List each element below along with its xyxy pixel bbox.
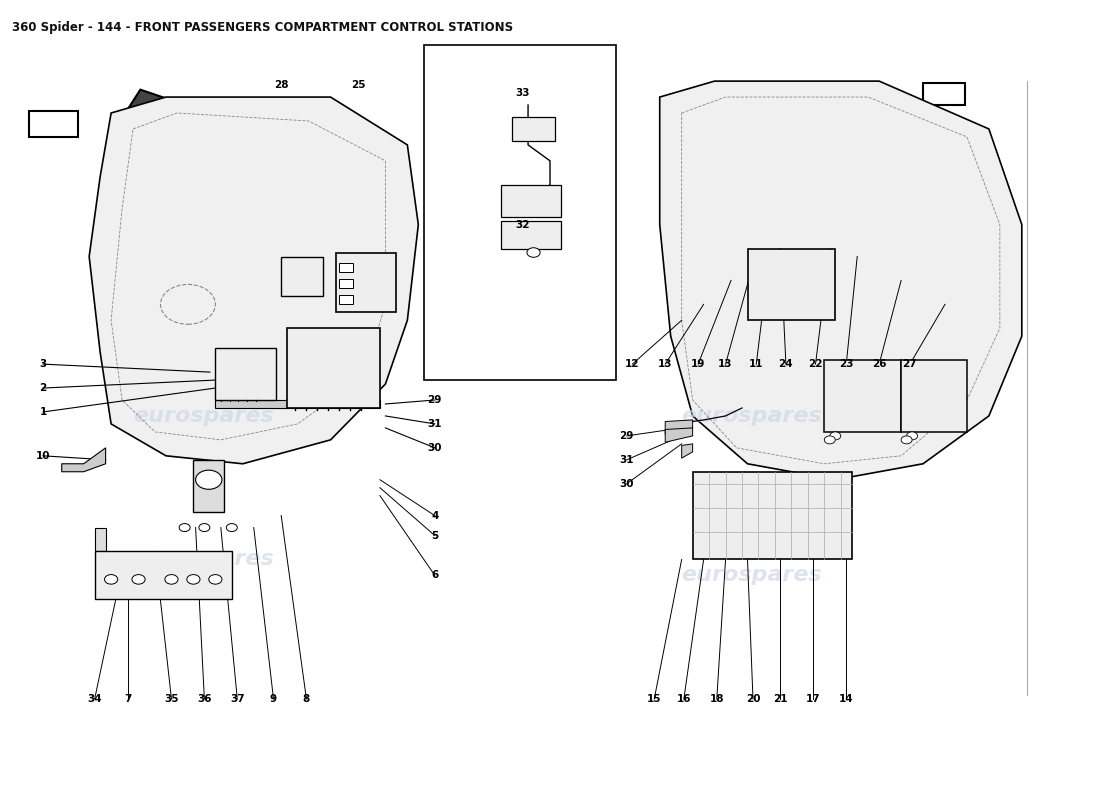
Text: 10: 10	[36, 451, 51, 461]
FancyBboxPatch shape	[824, 360, 901, 432]
Bar	[339, 294, 352, 304]
FancyBboxPatch shape	[216, 348, 276, 400]
Text: 3: 3	[40, 359, 46, 369]
Text: 8: 8	[302, 694, 310, 704]
Text: 5: 5	[431, 530, 439, 541]
Polygon shape	[125, 90, 228, 133]
Polygon shape	[29, 111, 78, 137]
Polygon shape	[755, 89, 860, 125]
Text: 30: 30	[619, 478, 634, 489]
FancyBboxPatch shape	[287, 328, 380, 408]
Text: 30: 30	[428, 443, 442, 453]
Polygon shape	[95, 527, 106, 551]
Polygon shape	[493, 73, 565, 114]
FancyBboxPatch shape	[194, 460, 224, 512]
Circle shape	[104, 574, 118, 584]
Polygon shape	[89, 97, 418, 464]
Text: 22: 22	[808, 359, 823, 369]
Circle shape	[527, 248, 540, 258]
Text: 12: 12	[625, 359, 639, 369]
Polygon shape	[62, 448, 106, 472]
FancyBboxPatch shape	[500, 221, 561, 249]
FancyBboxPatch shape	[500, 185, 561, 217]
Polygon shape	[666, 428, 693, 442]
Text: 25: 25	[351, 80, 365, 90]
FancyBboxPatch shape	[282, 257, 323, 296]
Text: 36: 36	[197, 694, 211, 704]
Text: 26: 26	[872, 359, 887, 369]
Text: 2: 2	[40, 383, 46, 393]
Circle shape	[227, 523, 238, 531]
Circle shape	[187, 574, 200, 584]
Polygon shape	[923, 82, 965, 105]
Text: 27: 27	[903, 359, 917, 369]
Circle shape	[196, 470, 222, 490]
Circle shape	[132, 574, 145, 584]
Circle shape	[209, 574, 222, 584]
Text: 360 Spider - 144 - FRONT PASSENGERS COMPARTMENT CONTROL STATIONS: 360 Spider - 144 - FRONT PASSENGERS COMP…	[12, 22, 514, 34]
Text: 33: 33	[515, 88, 530, 98]
FancyBboxPatch shape	[336, 253, 396, 312]
Text: 11: 11	[749, 359, 763, 369]
Text: 35: 35	[164, 694, 178, 704]
Text: eurospares: eurospares	[682, 566, 823, 586]
Text: 7: 7	[124, 694, 131, 704]
Text: 4: 4	[431, 510, 439, 521]
Text: eurospares: eurospares	[133, 550, 274, 570]
Text: 31: 31	[619, 454, 634, 465]
Text: 15: 15	[647, 694, 661, 704]
Text: 32: 32	[515, 220, 530, 230]
Text: 20: 20	[746, 694, 760, 704]
Circle shape	[179, 523, 190, 531]
Text: 9: 9	[270, 694, 277, 704]
Text: 17: 17	[806, 694, 821, 704]
Circle shape	[901, 436, 912, 444]
FancyBboxPatch shape	[95, 551, 232, 599]
Text: 14: 14	[839, 694, 854, 704]
Text: 1: 1	[40, 407, 46, 417]
Circle shape	[824, 436, 835, 444]
FancyBboxPatch shape	[901, 360, 967, 432]
Text: 28: 28	[274, 80, 288, 90]
Text: 13: 13	[718, 359, 733, 369]
Circle shape	[829, 432, 840, 440]
Text: 13: 13	[658, 359, 672, 369]
FancyBboxPatch shape	[693, 472, 851, 559]
FancyBboxPatch shape	[512, 117, 556, 141]
Text: 31: 31	[428, 419, 442, 429]
Polygon shape	[216, 400, 379, 408]
Text: 37: 37	[230, 694, 244, 704]
FancyBboxPatch shape	[424, 46, 616, 380]
FancyBboxPatch shape	[748, 249, 835, 320]
Text: 6: 6	[431, 570, 439, 580]
Polygon shape	[660, 81, 1022, 480]
Polygon shape	[682, 444, 693, 458]
Polygon shape	[434, 66, 476, 89]
Text: 24: 24	[779, 359, 793, 369]
Text: eurospares: eurospares	[682, 406, 823, 426]
Bar	[339, 279, 352, 288]
Text: 19: 19	[691, 359, 705, 369]
Circle shape	[199, 523, 210, 531]
Text: eurospares: eurospares	[133, 406, 274, 426]
Bar	[339, 263, 352, 273]
Circle shape	[906, 432, 917, 440]
Text: 34: 34	[87, 694, 102, 704]
Text: 16: 16	[676, 694, 691, 704]
Polygon shape	[666, 420, 693, 434]
Text: 29: 29	[428, 395, 442, 405]
Text: 23: 23	[839, 359, 854, 369]
Text: 29: 29	[619, 431, 634, 441]
Text: 21: 21	[773, 694, 788, 704]
Text: 18: 18	[710, 694, 724, 704]
Circle shape	[165, 574, 178, 584]
